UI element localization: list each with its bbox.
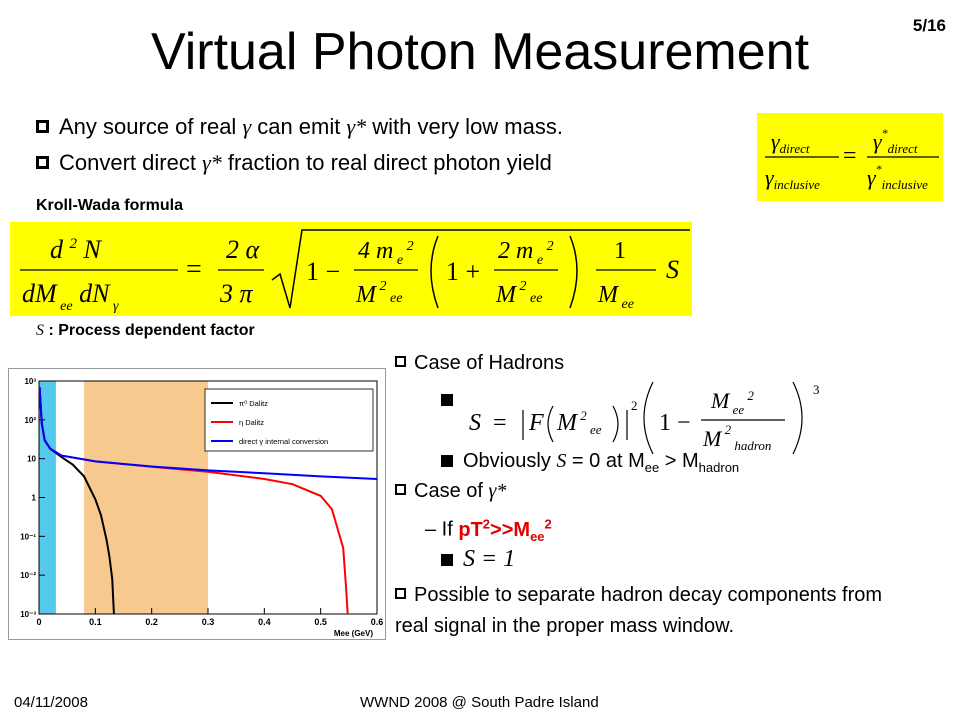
x-tick-label: 0.5 — [314, 617, 327, 627]
ratio-left-den: γinclusive — [765, 165, 820, 192]
shaded-region-0 — [39, 381, 56, 614]
footer-date: 04/11/2008 — [14, 694, 88, 711]
page-number: 5/16 — [912, 16, 946, 35]
svg-text:3 π: 3 π — [219, 279, 254, 308]
x-tick-label: 0.6 — [371, 617, 384, 627]
chart-svg: 0 0.1 0.2 0.3 0.4 0.5 0.6 10⁻³ 10⁻² 10⁻¹ 1 10 10² 10³… — [20, 377, 384, 638]
right-column: Case of Hadrons S = F M 2 ee 2 1 − M ee … — [395, 352, 955, 642]
ratio-formula: γdirect γinclusive = γ*direct γ*inclusiv… — [757, 113, 943, 201]
legend-label: π⁰ Dalitz — [239, 399, 268, 408]
svg-text:d 2 N: d 2 N — [50, 235, 103, 264]
svg-text:=: = — [843, 143, 857, 169]
square-bullet-icon — [395, 356, 406, 368]
svg-text:M 2 ee: M 2 ee — [495, 279, 542, 308]
svg-text:M 2 hadron: M 2 hadron — [702, 422, 771, 453]
svg-text:S: S — [469, 410, 481, 436]
square-bullet-icon — [36, 119, 49, 133]
slide-title: Virtual Photon Measurement — [150, 23, 810, 81]
square-bullet-icon — [36, 155, 49, 169]
svg-text:1 +: 1 + — [446, 257, 480, 286]
svg-text:3: 3 — [813, 382, 820, 397]
x-tick-label: 0.2 — [145, 617, 158, 627]
svg-text:γ*direct: γ*direct — [873, 126, 918, 156]
filled-bullet-icon — [441, 394, 453, 406]
svg-text:S: S — [666, 255, 679, 284]
obviously-item: Obviously S = 0 at Mee > Mhadron — [395, 450, 955, 480]
svg-text:2: 2 — [631, 398, 638, 413]
filled-bullet-icon — [441, 553, 453, 566]
possible-item: Possible to separate hadron decay compon… — [395, 584, 883, 637]
series-line-2 — [38, 386, 378, 480]
x-tick-label: 0.3 — [202, 617, 215, 627]
x-tick-label: 0.4 — [258, 617, 271, 627]
x-axis-label: Mee (GeV) — [334, 629, 373, 638]
kroll-wada-formula-graphic: d 2 N dM ee dN γ = 2 α 3 π 1 − 4 m e 2 M… — [20, 229, 690, 314]
svg-text:1: 1 — [614, 238, 626, 264]
shaded-region-1 — [84, 381, 208, 614]
footer-conference: WWND 2008 @ South Padre Island — [360, 694, 599, 711]
if-pt-item: – If pT2>>Mee2 — [425, 516, 552, 544]
svg-text:M ee 2: M ee 2 — [710, 388, 754, 417]
svg-text:2 α: 2 α — [226, 235, 261, 264]
y-tick-label: 10³ — [24, 377, 36, 386]
hadron-formula-item: S = F M 2 ee 2 1 − M ee 2 M 2 hadron 3 — [395, 381, 955, 454]
y-tick-label: 10 — [27, 455, 36, 464]
ratio-formula-graphic: γdirect γinclusive = γ*direct γ*inclusiv… — [765, 126, 939, 192]
svg-text:=: = — [493, 410, 507, 436]
svg-text:γ*inclusive: γ*inclusive — [867, 162, 928, 192]
y-tick-label: 10⁻¹ — [20, 532, 36, 541]
svg-text:2 m e 2: 2 m e 2 — [498, 238, 554, 268]
s-equals-one-item: S = 1 — [395, 546, 955, 580]
x-tick-label: 0.1 — [89, 617, 102, 627]
mass-spectrum-plot: 0 0.1 0.2 0.3 0.4 0.5 0.6 10⁻³ 10⁻² 10⁻¹ 1 10 10² 10³… — [8, 368, 386, 640]
svg-text:4 m e 2: 4 m e 2 — [358, 238, 414, 268]
svg-text:M 2 ee: M 2 ee — [556, 408, 602, 437]
svg-text:F: F — [528, 410, 544, 436]
filled-bullet-icon — [441, 454, 453, 467]
svg-text:M 2 ee: M 2 ee — [355, 279, 402, 308]
bullet-1: Any source of real γ can emit γ* with ve… — [36, 114, 746, 140]
svg-text:1 −: 1 − — [306, 257, 340, 286]
ratio-left-num: γdirect — [771, 129, 810, 156]
hadron-s-formula: S = F M 2 ee 2 1 − M ee 2 M 2 hadron 3 — [469, 381, 820, 454]
kroll-wada-formula: d 2 N dM ee dN γ = 2 α 3 π 1 − 4 m e 2 M… — [10, 222, 692, 316]
s-factor-label: S : Process dependent factor — [36, 322, 255, 339]
y-tick-label: 10⁻² — [20, 571, 36, 580]
svg-text:1 −: 1 − — [659, 410, 691, 436]
y-tick-label: 1 — [32, 494, 37, 503]
y-tick-label: 10² — [24, 416, 36, 425]
square-bullet-icon — [395, 484, 406, 496]
case-of-gamma-item: Case of γ* — [395, 480, 955, 510]
legend-label: η Dalitz — [239, 418, 264, 427]
svg-text:=: = — [186, 254, 202, 285]
square-bullet-icon — [395, 588, 406, 600]
case-hadrons-item: Case of Hadrons — [395, 352, 955, 382]
bullet-2: Convert direct γ* fraction to real direc… — [36, 150, 746, 176]
x-tick-label: 0 — [36, 617, 41, 627]
y-tick-label: 10⁻³ — [20, 610, 36, 619]
svg-text:dM ee dN γ: dM ee dN γ — [22, 279, 119, 314]
svg-text:M ee: M ee — [597, 282, 634, 312]
legend-label: direct γ internal conversion — [239, 437, 328, 446]
kroll-wada-label: Kroll-Wada formula — [36, 197, 183, 214]
